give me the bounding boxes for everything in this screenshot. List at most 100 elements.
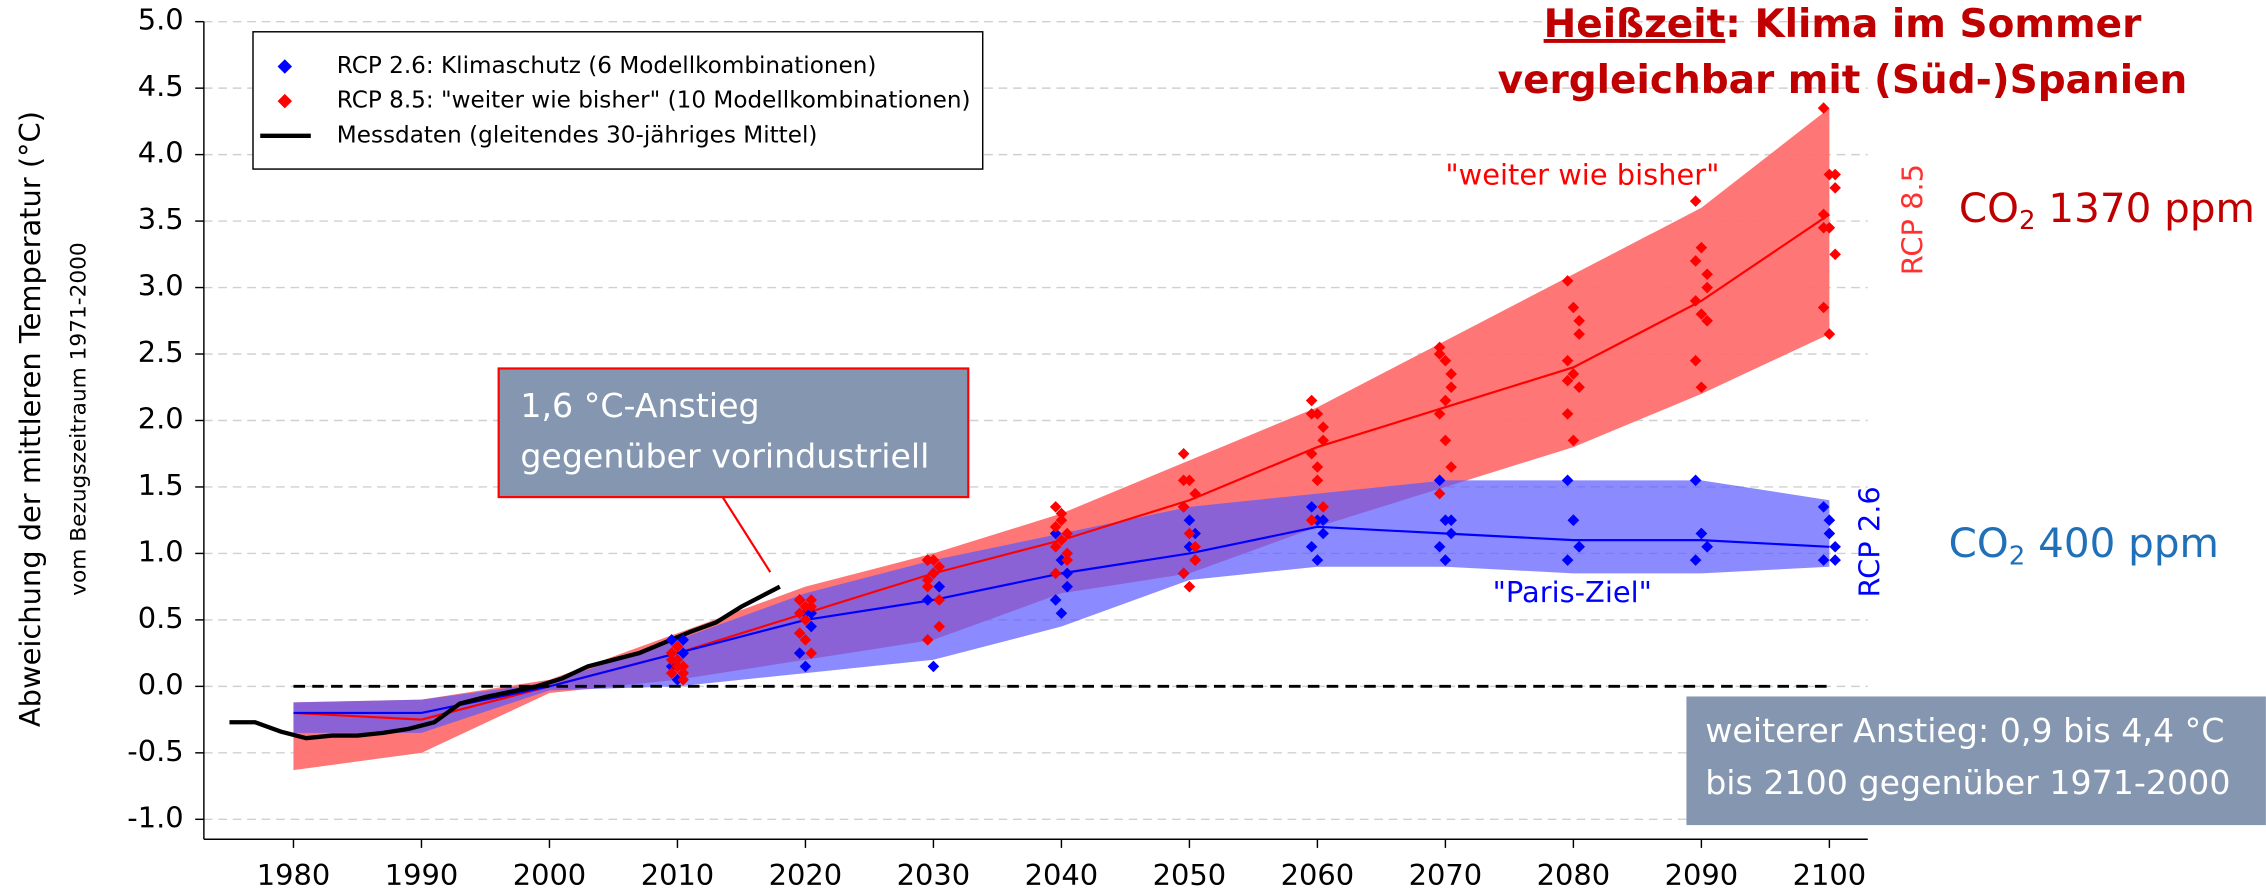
x-tick-label: 2050 [1153, 858, 1227, 892]
scatter-point [1829, 248, 1841, 261]
scatter-point [1561, 474, 1574, 487]
annotation: CO2 1370 ppm [1959, 184, 2255, 236]
scatter-point [1695, 527, 1708, 540]
scatter-point [1829, 541, 1841, 553]
scatter-point [1305, 541, 1318, 553]
scatter-point [927, 660, 940, 673]
scatter-point [1177, 567, 1190, 580]
scatter-point [1183, 580, 1196, 593]
scatter-point [1573, 328, 1585, 340]
legend-label: RCP 8.5: "weiter wie bisher" (10 Modellk… [337, 88, 971, 114]
scatter-point [1055, 507, 1068, 520]
scatter-point [1817, 554, 1830, 566]
scatter-point [1689, 195, 1702, 207]
scatter-point [1305, 447, 1318, 460]
x-tick-label: 2090 [1665, 858, 1739, 892]
scatter-point [1689, 295, 1702, 307]
title-emphasis: Heißzeit [1544, 2, 1726, 47]
scatter-point [1561, 408, 1574, 420]
y-axis-sublabel: vom Bezugszeitraum 1971-2000 [67, 242, 92, 595]
annotation: "weiter wie bisher" [1445, 157, 1719, 191]
scatter-point [793, 647, 806, 659]
scatter-point [1695, 381, 1708, 394]
scatter-point [1311, 554, 1324, 566]
scatter-point [1689, 474, 1702, 487]
scatter-point [1567, 301, 1580, 314]
legend-box [252, 31, 984, 170]
callout-box [497, 367, 970, 499]
y-tick-label: 1.5 [138, 468, 184, 502]
legend-label: RCP 2.6: Klimaschutz (6 Modellkombinatio… [337, 53, 877, 79]
scatter-point [1567, 368, 1580, 380]
annotation: "Paris-Ziel" [1493, 575, 1652, 609]
co2: CO [1949, 519, 2009, 567]
scatter-point [1573, 381, 1585, 394]
x-tick-label: 2040 [1025, 858, 1099, 892]
x-tick-label: 1980 [257, 858, 331, 892]
scatter-point [677, 647, 690, 659]
y-axis-label: Abweichung der mittleren Temperatur (°C) [13, 111, 47, 727]
scatter-point [1445, 381, 1457, 394]
x-tick-label: 2030 [897, 858, 971, 892]
y-tick-label: 3.5 [138, 202, 184, 236]
scatter-point [1049, 527, 1062, 540]
callout-text: gegenüber vorindustriell [520, 437, 929, 476]
scatter-point [1561, 374, 1574, 387]
scatter-point [1445, 368, 1457, 380]
legend-marker [277, 93, 293, 109]
y-tick-label: 4.0 [138, 136, 184, 170]
chart-title: vergleichbar mit (Süd-)Spanien [1498, 58, 2188, 103]
scatter-point [793, 627, 806, 639]
y-tick-label: 0.5 [138, 601, 184, 635]
scatter-point [927, 567, 940, 580]
plot-area: -1.0 -0.5 0.0 0.5 1.0 1.5 2.0 2.5 3.0 3.5 4.0 4.5 5.… [127, 3, 1868, 892]
scatter-point [671, 640, 684, 653]
x-tick-label: 2060 [1281, 858, 1355, 892]
scatter-point [1055, 607, 1068, 620]
scatter-point [1817, 102, 1830, 114]
callout-text: 1,6 °C-Anstieg [520, 386, 759, 425]
scatter-point [805, 600, 817, 613]
scatter-point [1829, 554, 1841, 566]
co2-subscript: 2 [2009, 541, 2026, 571]
scatter-point [1817, 301, 1830, 314]
x-tick-label: 2020 [769, 858, 842, 892]
scatter-point [805, 607, 817, 620]
x-tick-label: 2010 [641, 858, 715, 892]
scatter-point [1689, 554, 1702, 566]
scatter-point [1311, 461, 1324, 473]
co2-value: 1370 ppm [2036, 184, 2255, 232]
scatter-point [1561, 554, 1574, 566]
title-text: : Klima im Sommer [1725, 2, 2142, 47]
y-tick-label: 4.5 [138, 69, 184, 103]
scatter-point [1439, 394, 1452, 407]
scatter-point [1829, 168, 1841, 181]
scatter-point [1823, 328, 1836, 340]
scatter-point [1695, 308, 1708, 320]
scatter-point [1445, 527, 1457, 540]
legend-label: Messdaten (gleitendes 30-jähriges Mittel… [337, 122, 818, 148]
legend: RCP 2.6: Klimaschutz (6 Modellkombinatio… [252, 31, 984, 170]
measurement-line [229, 584, 781, 741]
annotation: RCP 8.5 [1896, 164, 1930, 275]
scatter-point [1817, 208, 1830, 221]
scatter-point [1445, 461, 1457, 473]
y-tick-label: -0.5 [127, 734, 183, 768]
y-tick-label: 0.0 [138, 667, 184, 701]
scatter-point [1439, 554, 1452, 566]
y-tick-label: 2.0 [138, 401, 184, 435]
scatter-point [1695, 241, 1708, 254]
scatter-point [1701, 268, 1713, 281]
scatter-point [1817, 221, 1830, 234]
callout-text: bis 2100 gegenüber 1971-2000 [1705, 763, 2230, 802]
y-tick-label: 2.5 [138, 335, 184, 369]
pointer [721, 496, 772, 573]
x-tick-label: 2100 [1793, 858, 1867, 892]
annotation: RCP 2.6 [1852, 486, 1886, 597]
y-tick-label: 3.0 [138, 269, 184, 303]
x-tick-label: 2000 [513, 858, 587, 892]
callout-box [1686, 696, 2266, 826]
y-tick-label: 5.0 [138, 3, 184, 37]
scatter-point [1311, 474, 1324, 487]
